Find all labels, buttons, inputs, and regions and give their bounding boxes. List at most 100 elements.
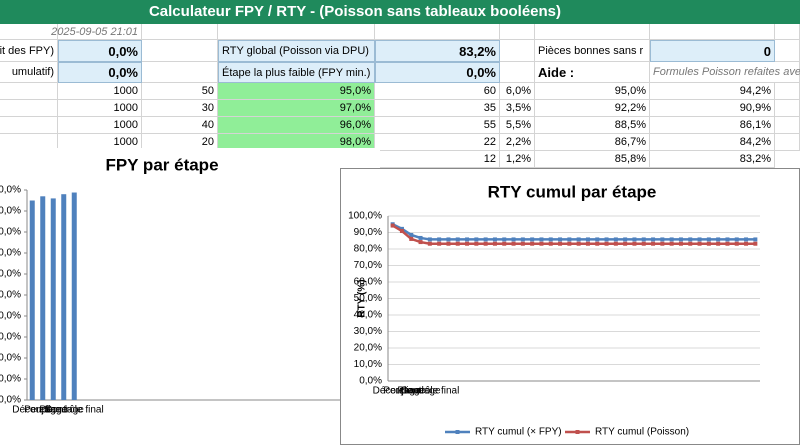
marker <box>409 232 414 237</box>
cell <box>500 40 535 62</box>
y-tick-label: 60,0% <box>354 277 382 288</box>
cell: 1000 <box>58 117 142 134</box>
bar <box>71 192 77 400</box>
cell: 40 <box>142 117 218 134</box>
marker <box>474 241 479 246</box>
marker <box>492 241 497 246</box>
marker <box>753 241 758 246</box>
cell: 60 <box>375 83 500 100</box>
marker <box>548 237 553 242</box>
x-tick-label: Perçage <box>24 405 62 416</box>
cell <box>775 40 800 62</box>
marker <box>632 241 637 246</box>
marker <box>651 241 656 246</box>
chart-title: RTY cumul par étape <box>488 182 657 201</box>
cell: 1000 <box>58 100 142 117</box>
cell <box>500 24 535 40</box>
bar <box>40 196 46 400</box>
marker <box>437 241 442 246</box>
marker <box>725 237 730 242</box>
marker <box>399 226 404 231</box>
y-tick-label: 70,0% <box>0 248 21 259</box>
line <box>392 223 756 241</box>
marker <box>725 241 730 246</box>
marker <box>427 237 432 242</box>
marker <box>669 237 674 242</box>
marker <box>744 241 749 246</box>
marker <box>641 237 646 242</box>
marker <box>567 241 572 246</box>
cell: 50 <box>142 83 218 100</box>
marker <box>390 223 395 228</box>
cell: 0,0% <box>375 62 500 83</box>
marker <box>613 237 618 242</box>
cell <box>775 117 800 134</box>
marker <box>595 241 600 246</box>
cell: 0,0% <box>58 62 142 83</box>
legend-label: RTY cumul (Poisson) <box>595 427 689 438</box>
cell <box>375 24 500 40</box>
cell: 96,0% <box>218 117 375 134</box>
cell <box>0 83 58 100</box>
y-tick-label: 60,0% <box>0 269 21 280</box>
y-tick-label: 50,0% <box>354 293 382 304</box>
x-tick-label: Découpe <box>373 386 413 397</box>
marker <box>558 241 563 246</box>
y-tick-label: 100,0% <box>0 185 21 196</box>
marker <box>465 237 470 242</box>
cell: 85,8% <box>535 151 650 168</box>
cell: umulatif) <box>0 62 58 83</box>
marker <box>455 237 460 242</box>
marker <box>511 241 516 246</box>
cell <box>775 134 800 151</box>
y-tick-label: 40,0% <box>354 310 382 321</box>
cell <box>775 24 800 40</box>
marker <box>623 237 628 242</box>
cell: 30 <box>142 100 218 117</box>
marker <box>716 237 721 242</box>
y-tick-label: 40,0% <box>0 311 21 322</box>
marker <box>604 237 609 242</box>
cell: Pièces bonnes sans r <box>535 40 650 62</box>
cell: 97,0% <box>218 100 375 117</box>
cell: 22 <box>375 134 500 151</box>
y-tick-label: 90,0% <box>0 206 21 217</box>
marker <box>530 241 535 246</box>
cell: it des FPY) <box>0 40 58 62</box>
marker <box>465 241 470 246</box>
marker <box>530 237 535 242</box>
cell: 5,5% <box>500 117 535 134</box>
cell: Aide : <box>535 62 650 83</box>
x-tick-label: Perçage <box>383 386 421 397</box>
y-tick-label: 10,0% <box>354 359 382 370</box>
marker <box>502 241 507 246</box>
marker <box>623 241 628 246</box>
marker <box>716 241 721 246</box>
marker <box>734 241 739 246</box>
cell: 95,0% <box>535 83 650 100</box>
marker <box>455 241 460 246</box>
marker <box>688 237 693 242</box>
line <box>392 224 756 245</box>
x-tick-label: Pliage <box>397 386 425 397</box>
y-tick-label: 30,0% <box>354 326 382 337</box>
marker <box>446 241 451 246</box>
cell: 88,5% <box>535 117 650 134</box>
marker <box>409 236 414 241</box>
bar <box>50 198 56 400</box>
y-tick-label: 50,0% <box>0 290 21 301</box>
y-tick-label: 20,0% <box>0 353 21 364</box>
x-tick-label: Soudage <box>44 405 84 416</box>
marker <box>576 237 581 242</box>
x-tick-label: Découpe <box>12 405 52 416</box>
marker <box>613 241 618 246</box>
y-axis-title: RTY (%) <box>357 279 368 317</box>
rty-chart: RTY cumul par étape 0,0% 10,0% 20,0% 30,0% 40… <box>340 168 800 445</box>
cell: 35 <box>375 100 500 117</box>
marker <box>734 237 739 242</box>
cell <box>218 24 375 40</box>
marker <box>539 241 544 246</box>
fpy-chart: FPY par étape 0,0% 10,0% 20,0% 30,0% 40,0% 50,… <box>0 148 380 445</box>
marker <box>539 237 544 242</box>
cell: 6,0% <box>500 83 535 100</box>
